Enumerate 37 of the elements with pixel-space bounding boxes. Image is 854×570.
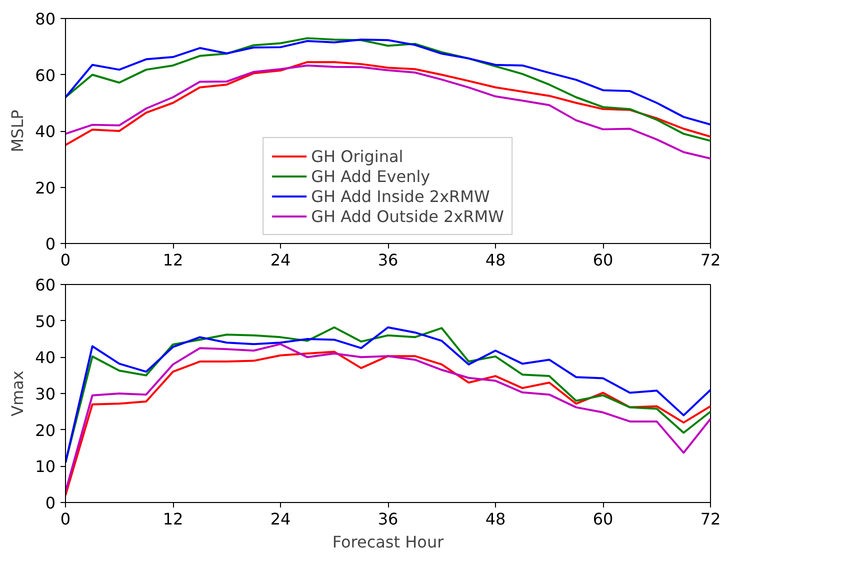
x-tick-label: 48 — [485, 250, 506, 270]
y-tick-label: 20 — [35, 420, 56, 440]
y-tick-label: 60 — [35, 276, 56, 294]
legend-label: GH Add Inside 2xRMW — [311, 186, 490, 206]
y-tick-label: 80 — [35, 10, 56, 28]
y-axis-title: Vmax — [8, 370, 28, 416]
x-tick-label: 24 — [270, 250, 291, 270]
line-series — [66, 37, 710, 142]
y-tick-label: 50 — [35, 312, 56, 331]
x-axis-title: Forecast Hour — [332, 532, 444, 552]
x-tick-label: 36 — [378, 510, 398, 528]
y-tick-label: 40 — [35, 122, 56, 141]
x-tick-label: 72 — [700, 250, 721, 270]
y-tick-label: 10 — [35, 457, 56, 476]
x-tick-label: 60 — [592, 250, 614, 270]
y-tick-label: 20 — [35, 178, 56, 198]
line-series — [66, 326, 710, 464]
y-tick-label: 60 — [35, 66, 56, 85]
y-tick-label: 40 — [35, 348, 56, 368]
x-tick-label: 0 — [60, 250, 71, 270]
x-tick-label: 36 — [378, 250, 398, 270]
x-tick-label: 12 — [162, 250, 184, 270]
y-tick-label: 30 — [35, 384, 56, 404]
x-tick-label: 48 — [485, 510, 506, 528]
line-series — [66, 38, 710, 126]
legend-label: GH Add Evenly — [311, 166, 430, 186]
legend-label: GH Original — [311, 146, 404, 166]
y-tick-label: 0 — [45, 234, 56, 254]
legend-label: GH Add Outside 2xRMW — [311, 206, 504, 226]
y-axis-title: MSLP — [8, 109, 28, 152]
y-tick-label: 0 — [45, 494, 56, 512]
x-tick-label: 72 — [700, 510, 721, 528]
line-series — [66, 61, 710, 146]
x-tick-label: 60 — [592, 510, 614, 528]
x-tick-label: 24 — [270, 510, 291, 528]
x-tick-label: 0 — [60, 510, 71, 528]
x-tick-label: 12 — [162, 510, 184, 528]
